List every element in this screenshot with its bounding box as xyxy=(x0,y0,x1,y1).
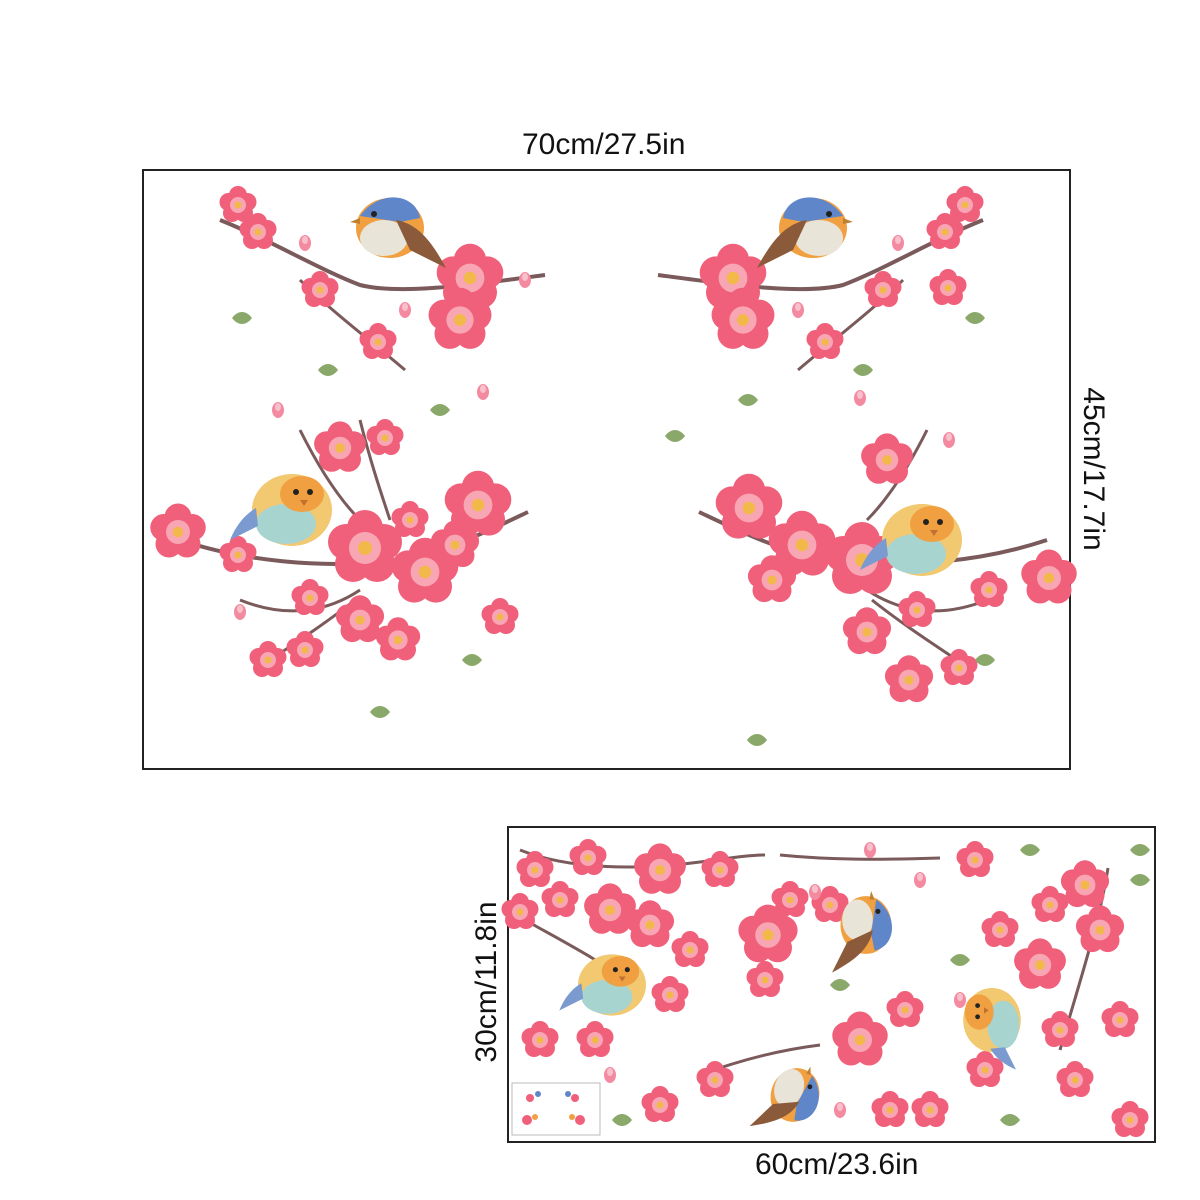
small-sheet-frame xyxy=(507,826,1156,1143)
branch-top-right xyxy=(657,186,985,376)
leaf-icon xyxy=(232,312,252,324)
large-sheet-width-label: 70cm/27.5in xyxy=(522,128,686,161)
large-sheet-frame xyxy=(142,169,1071,770)
sticker-sheet-artwork xyxy=(501,839,1150,1146)
branch-bottom-left xyxy=(150,402,529,718)
preview-thumbnail xyxy=(511,1082,601,1136)
small-sheet-width-label: 60cm/23.6in xyxy=(755,1148,919,1181)
bird-icon xyxy=(350,197,446,268)
branch-bottom-right xyxy=(698,429,1077,746)
branch-top-left xyxy=(219,186,546,376)
petal-floating xyxy=(929,269,967,305)
